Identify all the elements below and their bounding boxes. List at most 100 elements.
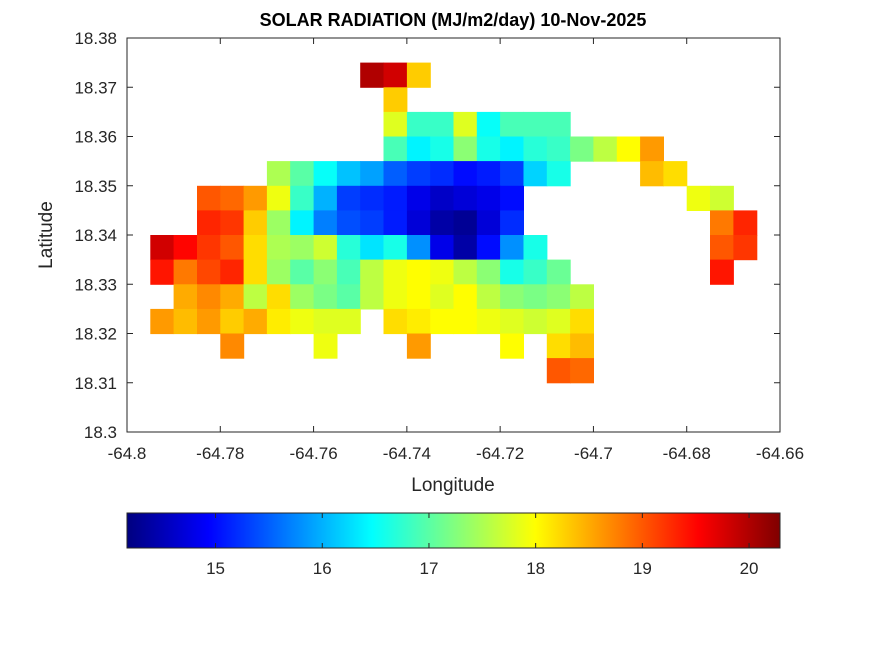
heatmap-cell [476,284,501,310]
heatmap-cell [266,235,291,261]
y-tick-label: 18.37 [74,78,117,97]
heatmap-cell [290,210,315,236]
heatmap-cell [500,333,524,359]
heatmap-cell [406,235,431,261]
x-tick-label: -64.68 [663,444,711,463]
heatmap-cell [523,308,548,335]
x-tick-label: -64.78 [196,444,244,463]
y-tick-label: 18.32 [74,325,117,344]
heatmap-cell [430,161,455,187]
heatmap-cell [546,284,571,310]
heatmap-cell [640,136,664,162]
heatmap-cell [453,136,478,162]
heatmap-cell [406,333,431,359]
heatmap-cell [313,284,338,310]
heatmap-cell [593,136,618,162]
heatmap-cell [710,210,734,236]
x-tick-label: -64.74 [383,444,431,463]
heatmap-cell [383,87,408,113]
heatmap-cell [336,210,361,236]
heatmap-cell [663,161,688,187]
heatmap-cell [360,62,385,88]
heatmap-cell [430,111,455,138]
heatmap-cell [220,210,245,236]
heatmap-cell [476,308,501,335]
colorbar-tick-label: 17 [419,559,438,578]
heatmap-cell [570,284,594,310]
y-tick-label: 18.36 [74,128,117,147]
heatmap-cell [336,308,361,335]
heatmap-cell [197,210,221,236]
heatmap-cell [476,210,501,236]
heatmap-cell [290,308,315,335]
heatmap-cell [406,136,431,162]
heatmap-cell [243,185,268,211]
heatmap-cell [336,185,361,211]
heatmap-cell [406,111,431,138]
heatmap-cell [197,308,221,335]
heatmap-cell [290,259,315,285]
heatmap-cell [220,284,245,310]
heatmap-cell [523,111,548,138]
heatmap-cell [290,284,315,310]
heatmap-cell [476,235,501,261]
heatmap-cell [313,259,338,285]
heatmap-cell [383,235,408,261]
heatmap-cell [150,308,175,335]
heatmap-cell [243,210,268,236]
x-tick-label: -64.7 [574,444,613,463]
heatmap-cell [173,308,198,335]
heatmap-cell [336,235,361,261]
y-tick-label: 18.31 [74,374,117,393]
colorbar-tick-label: 16 [313,559,332,578]
heatmap-cell [383,161,408,187]
y-tick-label: 18.33 [74,275,117,294]
heatmap-cell [500,210,524,236]
heatmap-cell [336,161,361,187]
heatmap-cell [523,136,548,162]
heatmap-cell [360,185,385,211]
x-tick-label: -64.66 [756,444,804,463]
colorbar-ticks: 15 16 17 18 19 20 [206,513,759,578]
heatmap-cell [453,111,478,138]
heatmap-cell [430,210,455,236]
heatmap-cell [523,235,548,261]
heatmap-cell [453,161,478,187]
y-tick-label: 18.34 [74,226,117,245]
heatmap-cell [570,333,594,359]
heatmap-cell [313,210,338,236]
heatmap-cell [476,185,501,211]
heatmap-cell [640,161,664,187]
heatmap-cell [336,284,361,310]
heatmap-cell [290,185,315,211]
heatmap-cell [500,259,524,285]
heatmap-cell [266,210,291,236]
heatmap-cell [476,161,501,187]
heatmap-cell [733,210,758,236]
heatmap-cell [313,333,338,359]
x-axis-label: Longitude [411,475,494,496]
y-tick-label: 18.35 [74,177,117,196]
heatmap-cell [500,111,524,138]
heatmap-cell [220,333,245,359]
heatmap-cell [453,210,478,236]
x-tick-label: -64.76 [289,444,337,463]
heatmap-cell [266,308,291,335]
colorbar-tick-label: 19 [633,559,652,578]
heatmap-cell [406,210,431,236]
heatmap-cell [383,259,408,285]
heatmap-cell [313,235,338,261]
colorbar [126,512,781,549]
heatmap-cell [546,111,571,138]
heatmap-cell [406,284,431,310]
heatmap-cell [383,62,408,88]
heatmap-cell [197,235,221,261]
heatmap-cell [570,136,594,162]
colorbar-tick-label: 18 [526,559,545,578]
heatmap-cell [710,185,734,211]
heatmap-cell [173,284,198,310]
heatmap-cell [360,210,385,236]
heatmap-cell [406,185,431,211]
heatmap-cell [686,185,711,211]
